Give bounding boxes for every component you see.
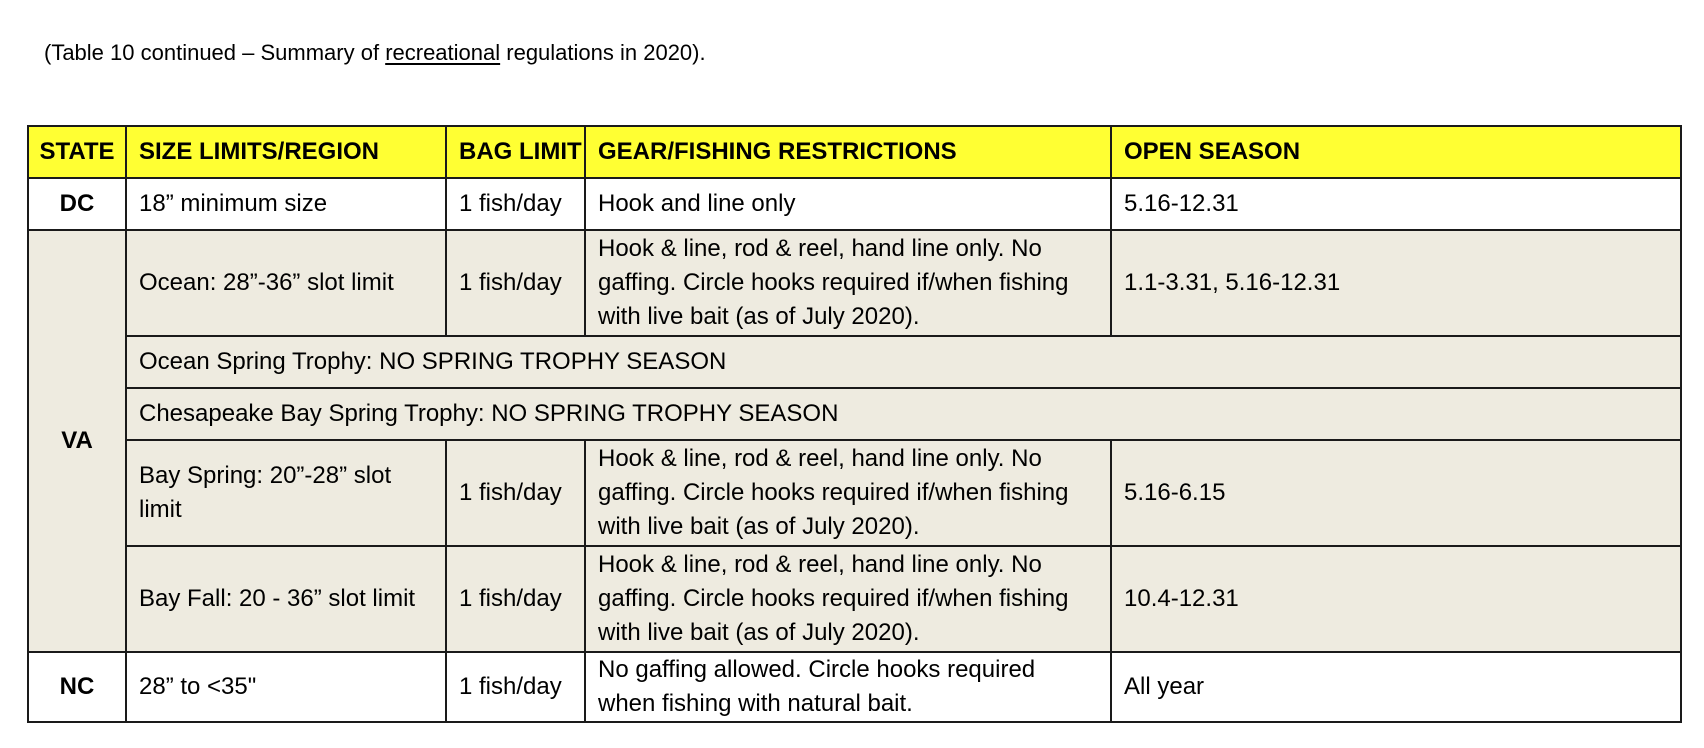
size-cell: 18” minimum size [125,177,447,231]
state-cell-nc: NC [27,651,127,723]
caption-prefix: (Table 10 continued – Summary of [44,40,386,65]
header-open-season: OPEN SEASON [1110,125,1682,179]
regulations-table: STATE SIZE LIMITS/REGION BAG LIMIT GEAR/… [27,125,1682,723]
size-cell: Bay Spring: 20”-28” slot limit [125,439,447,547]
caption-suffix: regulations in 2020). [500,40,706,65]
size-cell: Ocean: 28”-36” slot limit [125,229,447,337]
state-cell-dc: DC [27,177,127,231]
table-row-va-bay-trophy: Chesapeake Bay Spring Trophy: NO SPRING … [28,387,1682,441]
size-cell: 28” to <35" [125,651,447,723]
state-cell-va: VA [27,229,127,653]
header-state: STATE [27,125,127,179]
gear-cell: Hook & line, rod & reel, hand line only.… [584,545,1112,653]
bag-cell: 1 fish/day [445,229,586,337]
season-cell: 1.1-3.31, 5.16-12.31 [1110,229,1682,337]
bag-cell: 1 fish/day [445,651,586,723]
gear-cell: No gaffing allowed. Circle hooks require… [584,651,1112,723]
caption-underlined-word: recreational [385,40,501,65]
ocean-trophy-cell: Ocean Spring Trophy: NO SPRING TROPHY SE… [125,335,1682,389]
bag-cell: 1 fish/day [445,439,586,547]
table-row-dc: DC 18” minimum size 1 fish/day Hook and … [27,177,1682,231]
header-gear-restrictions: GEAR/FISHING RESTRICTIONS [584,125,1112,179]
table-caption: (Table 10 continued – Summary of recreat… [44,38,706,68]
gear-cell: Hook and line only [584,177,1112,231]
season-cell: 10.4-12.31 [1110,545,1682,653]
header-row: STATE SIZE LIMITS/REGION BAG LIMIT GEAR/… [27,125,1682,179]
table-row-nc: NC 28” to <35" 1 fish/day No gaffing all… [27,651,1682,723]
season-cell: 5.16-6.15 [1110,439,1682,547]
bag-cell: 1 fish/day [445,545,586,653]
table-row-va-ocean-trophy: Ocean Spring Trophy: NO SPRING TROPHY SE… [28,335,1682,389]
table-row-va-bay-spring: Bay Spring: 20”-28” slot limit 1 fish/da… [28,439,1682,547]
table-row-va-bay-fall: Bay Fall: 20 - 36” slot limit 1 fish/day… [28,545,1682,653]
size-cell: Bay Fall: 20 - 36” slot limit [125,545,447,653]
gear-cell: Hook & line, rod & reel, hand line only.… [584,439,1112,547]
bag-cell: 1 fish/day [445,177,586,231]
season-cell: All year [1110,651,1682,723]
header-size-limits: SIZE LIMITS/REGION [125,125,447,179]
table-row-va-ocean: VA Ocean: 28”-36” slot limit 1 fish/day … [27,229,1682,653]
header-bag-limit: BAG LIMIT [445,125,586,179]
bay-trophy-cell: Chesapeake Bay Spring Trophy: NO SPRING … [125,387,1682,441]
season-cell: 5.16-12.31 [1110,177,1682,231]
gear-cell: Hook & line, rod & reel, hand line only.… [584,229,1112,337]
